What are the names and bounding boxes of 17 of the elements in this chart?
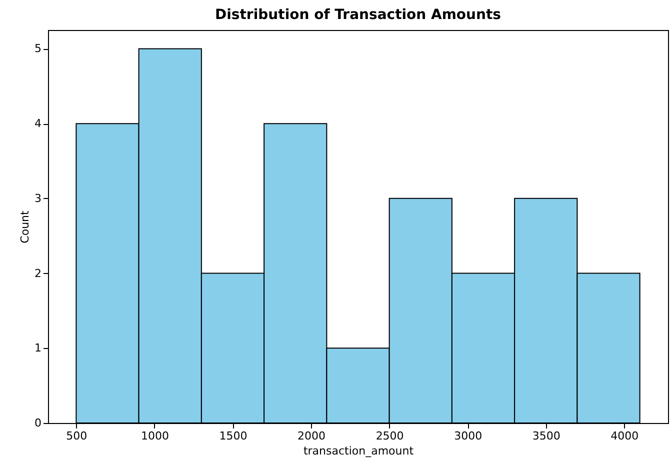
- x-tick-label: 3500: [532, 430, 560, 442]
- y-tick-label: 3: [34, 192, 42, 205]
- chart-title: Distribution of Transaction Amounts: [214, 7, 502, 23]
- y-tick-label: 4: [34, 117, 42, 130]
- x-tick-label: 1000: [140, 430, 169, 442]
- x-tick-label: 500: [66, 430, 88, 442]
- x-tick-label: 2500: [376, 430, 404, 442]
- y-tick-label: 0: [34, 416, 42, 430]
- x-tick-label: 3000: [454, 430, 482, 442]
- y-tick-label: 5: [34, 42, 42, 56]
- x-tick-label: 2000: [298, 430, 326, 442]
- x-tick-label: 1500: [219, 430, 248, 442]
- x-axis-title: transaction_amount: [303, 444, 414, 458]
- y-tick-label: 2: [34, 266, 42, 280]
- y-axis-title: Count: [18, 210, 32, 244]
- x-tick-label: 4000: [610, 430, 639, 442]
- y-tick-label: 1: [34, 342, 42, 355]
